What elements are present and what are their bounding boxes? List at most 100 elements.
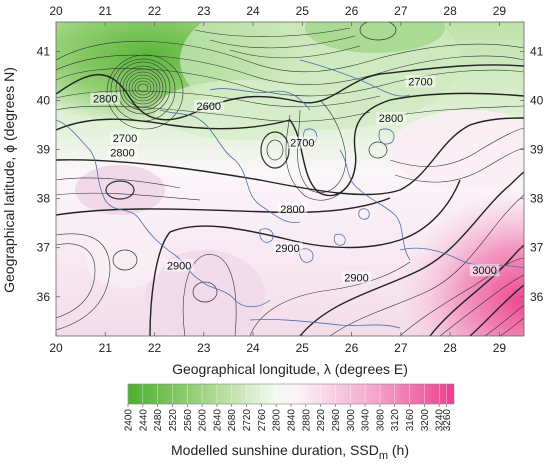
colorbar-tick-label: 2520 <box>168 409 179 432</box>
contour-label-bg <box>107 146 138 159</box>
colorbar-tick-label: 2400 <box>124 409 135 432</box>
y-tick-label-left: 41 <box>37 44 51 58</box>
x-tick-label-top: 26 <box>345 4 359 18</box>
y-ticks-left: 36 37 38 39 40 41 <box>37 44 60 304</box>
x-tick-label-top: 23 <box>197 4 211 18</box>
contour-label: 2900 <box>275 243 299 255</box>
colorbar-tick-label: 3260 <box>442 409 453 432</box>
contour-closed <box>359 22 397 41</box>
y-tick-label-left: 39 <box>37 143 51 157</box>
x-ticks-top: 20 21 22 23 24 25 26 27 28 29 <box>49 4 506 26</box>
x-tick-label-top: 27 <box>394 4 408 18</box>
colorbar-tick-label: 2480 <box>153 409 164 432</box>
contour-label-bg <box>164 259 194 272</box>
contour-label: 2900 <box>167 260 191 272</box>
colorbar-tick-label: 3040 <box>361 409 372 432</box>
colorbar-title-main: Modelled sunshine duration, SSD <box>171 442 379 458</box>
x-tick-label-bottom: 23 <box>197 341 211 355</box>
map-field <box>56 22 524 336</box>
contour-label-bg <box>341 271 372 284</box>
x-tick-label-bottom: 24 <box>246 341 260 355</box>
contour-closed <box>260 131 290 169</box>
colorbar-tick-label: 2600 <box>198 409 209 432</box>
contour-label-bg <box>90 92 121 105</box>
x-tick-label-top: 28 <box>443 4 457 18</box>
colorbar-title-sub: m <box>379 450 388 462</box>
y-tick-label-left: 40 <box>37 94 51 108</box>
colorbar-ticks: 2400 2440 2480 2520 2560 2600 2640 2680 2720 2760… <box>124 404 453 432</box>
colorbar-title: Modelled sunshine duration, SSDm (h) <box>171 442 409 462</box>
contour-closed <box>266 139 284 161</box>
contour-label-bg <box>287 136 318 149</box>
y-tick-label-left: 37 <box>37 241 51 255</box>
x-tick-label-bottom: 27 <box>394 341 408 355</box>
y-tick-label-right: 40 <box>530 94 544 108</box>
contour-label: 3000 <box>472 265 496 277</box>
x-tick-label-bottom: 28 <box>443 341 457 355</box>
x-tick-label-top: 22 <box>148 4 162 18</box>
contour-closed <box>368 141 388 159</box>
x-tick-label-top: 29 <box>493 4 507 18</box>
y-tick-label-right: 38 <box>530 192 544 206</box>
colorbar-dividers <box>127 384 447 404</box>
colorbar-tick-label: 2960 <box>331 409 342 432</box>
x-tick-label-top: 25 <box>296 4 310 18</box>
colorbar-title-unit: (h) <box>388 442 409 458</box>
y-tick-label-right: 36 <box>530 290 544 304</box>
colorbar-tick-label: 3120 <box>390 409 401 432</box>
colorbar-tick-label: 2640 <box>212 409 223 432</box>
contour-closed <box>192 281 218 303</box>
contour-label-bg <box>193 99 224 112</box>
contour-label: 2800 <box>93 94 117 106</box>
contour-closed <box>105 180 135 200</box>
x-tick-label-bottom: 21 <box>99 341 113 355</box>
y-tick-label-left: 38 <box>37 192 51 206</box>
y-axis-title: Geographical latitude, ϕ (degrees N) <box>1 67 17 293</box>
contour-green-zone <box>56 27 524 201</box>
contour-label-bg <box>376 112 406 125</box>
contour-label: 2700 <box>113 133 137 145</box>
colorbar-tick-label: 2840 <box>287 409 298 432</box>
contour-label: 2900 <box>344 273 368 285</box>
x-tick-label-top: 20 <box>49 4 63 18</box>
contour-label-bg <box>272 242 303 255</box>
x-ticks-bottom: 20 21 22 23 24 25 26 27 28 29 <box>49 332 506 355</box>
colorbar-tick-label: 2800 <box>272 409 283 432</box>
contour-label: 2600 <box>196 101 220 113</box>
contour-label: 2800 <box>110 147 134 159</box>
colorbar-tick-label: 2720 <box>242 409 253 432</box>
contour-label: 2700 <box>408 76 432 88</box>
plot-frame <box>55 21 525 337</box>
colorbar-tick-label: 3160 <box>405 409 416 432</box>
x-axis-title: Geographical longitude, λ (degrees E) <box>172 361 408 377</box>
x-tick-label-top: 24 <box>246 4 260 18</box>
contour-label: 2800 <box>280 204 304 216</box>
x-tick-label-bottom: 25 <box>296 341 310 355</box>
contour-label: 2800 <box>379 113 403 125</box>
colorbar-tick-label: 3000 <box>346 409 357 432</box>
contour-label: 2700 <box>290 138 314 150</box>
x-tick-label-bottom: 29 <box>493 341 507 355</box>
colorbar-tick-label: 2760 <box>257 409 268 432</box>
x-tick-label-bottom: 22 <box>148 341 162 355</box>
contour-pink-zone <box>56 105 524 336</box>
y-tick-label-left: 36 <box>37 290 51 304</box>
contour-closed <box>112 249 138 271</box>
y-tick-label-right: 37 <box>530 241 544 255</box>
colorbar-tick-label: 2680 <box>227 409 238 432</box>
colorbar-tick-label: 2920 <box>316 409 327 432</box>
colorbar-tick-label: 2880 <box>301 409 312 432</box>
contour-major <box>56 64 524 336</box>
colorbar-tick-label: 2440 <box>138 409 149 432</box>
contour-label-bg <box>110 131 140 144</box>
x-tick-label-bottom: 26 <box>345 341 359 355</box>
y-ticks-right: 36 37 38 39 40 41 <box>520 44 544 304</box>
x-tick-label-top: 21 <box>99 4 113 18</box>
y-tick-label-right: 41 <box>530 44 544 58</box>
y-tick-label-right: 39 <box>530 143 544 157</box>
colorbar-tick-label: 3240 <box>435 409 446 432</box>
colorbar-tick-label: 3080 <box>375 409 386 432</box>
colorbar-tick-label: 2560 <box>183 409 194 432</box>
